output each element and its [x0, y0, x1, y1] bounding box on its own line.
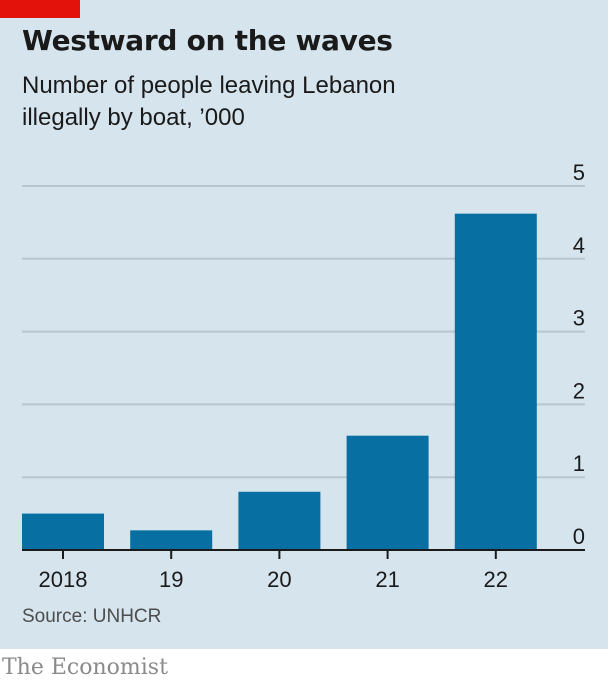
- bar: [22, 513, 104, 550]
- y-tick-label: 1: [573, 451, 585, 476]
- y-tick-label: 0: [573, 524, 585, 549]
- x-tick-label: 21: [375, 567, 399, 592]
- bar: [346, 435, 429, 550]
- y-tick-label: 3: [573, 306, 585, 331]
- y-tick-label: 4: [573, 233, 585, 258]
- x-tick-label: 22: [484, 567, 508, 592]
- chart-panel: Westward on the waves Number of people l…: [0, 0, 608, 649]
- x-tick-label: 2018: [39, 567, 88, 592]
- y-tick-label: 2: [573, 378, 585, 403]
- brand-wordmark: The Economist: [2, 655, 168, 680]
- y-tick-label: 5: [573, 160, 585, 185]
- chart-title: Westward on the waves: [22, 24, 393, 57]
- source-note: Source: UNHCR: [22, 606, 162, 627]
- bar-chart: 0 1 2 3 4 5 2018 19 20 21 22: [22, 160, 585, 592]
- bar: [130, 530, 213, 550]
- x-tick-label: 20: [267, 567, 291, 592]
- accent-tab: [0, 0, 80, 18]
- bar: [454, 213, 537, 550]
- x-tick-label: 19: [159, 567, 183, 592]
- chart-subtitle: Number of people leaving Lebanon illegal…: [22, 72, 396, 131]
- bar: [238, 491, 321, 550]
